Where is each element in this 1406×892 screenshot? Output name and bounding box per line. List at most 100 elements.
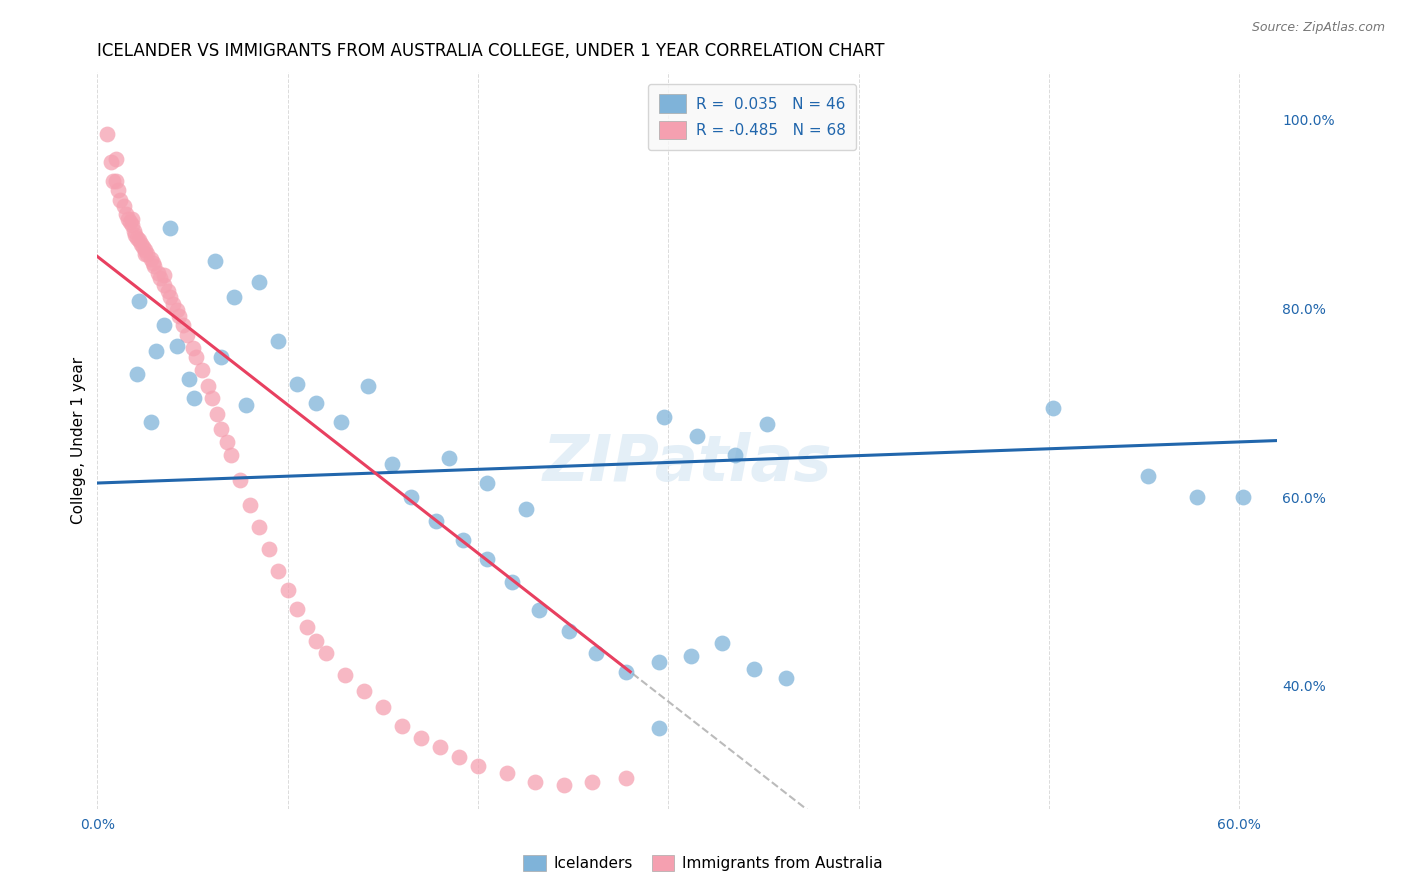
Point bbox=[775, 672, 797, 686]
Point bbox=[148, 266, 170, 280]
Point bbox=[515, 501, 537, 516]
Point bbox=[477, 476, 499, 491]
Point bbox=[381, 457, 404, 471]
Point bbox=[553, 778, 575, 792]
Point bbox=[177, 372, 200, 386]
Point bbox=[451, 533, 474, 547]
Point bbox=[616, 665, 638, 679]
Point bbox=[127, 368, 149, 382]
Point bbox=[353, 683, 375, 698]
Point bbox=[558, 624, 581, 639]
Point bbox=[153, 277, 176, 292]
Point bbox=[1232, 490, 1254, 504]
Point bbox=[495, 765, 517, 780]
Point bbox=[200, 391, 222, 405]
Point bbox=[122, 224, 145, 238]
Point bbox=[139, 252, 162, 267]
Point bbox=[127, 230, 149, 244]
Point bbox=[654, 409, 676, 424]
Point bbox=[209, 351, 232, 365]
Point bbox=[153, 268, 176, 283]
Point bbox=[143, 259, 166, 273]
Point bbox=[186, 351, 208, 365]
Point bbox=[467, 759, 489, 773]
Point bbox=[128, 234, 150, 248]
Point bbox=[108, 193, 131, 207]
Point bbox=[215, 435, 238, 450]
Point bbox=[134, 243, 156, 257]
Point bbox=[115, 207, 138, 221]
Point bbox=[429, 740, 451, 755]
Point bbox=[145, 343, 167, 358]
Point bbox=[710, 636, 733, 650]
Point bbox=[648, 722, 671, 736]
Point bbox=[132, 240, 155, 254]
Point bbox=[121, 211, 143, 226]
Point bbox=[135, 246, 157, 260]
Text: ICELANDER VS IMMIGRANTS FROM AUSTRALIA COLLEGE, UNDER 1 YEAR CORRELATION CHART: ICELANDER VS IMMIGRANTS FROM AUSTRALIA C… bbox=[97, 42, 884, 60]
Point bbox=[1042, 401, 1064, 415]
Point bbox=[112, 199, 135, 213]
Point bbox=[105, 153, 128, 167]
Point bbox=[447, 749, 470, 764]
Point bbox=[209, 422, 232, 436]
Point bbox=[128, 293, 150, 308]
Point bbox=[277, 582, 299, 597]
Point bbox=[153, 318, 176, 333]
Point bbox=[585, 646, 607, 660]
Point bbox=[742, 662, 765, 676]
Point bbox=[527, 603, 550, 617]
Point bbox=[117, 211, 139, 226]
Point bbox=[401, 490, 423, 504]
Point bbox=[356, 379, 378, 393]
Point bbox=[159, 221, 181, 235]
Point bbox=[118, 214, 141, 228]
Point bbox=[409, 731, 432, 745]
Point bbox=[162, 296, 184, 310]
Point bbox=[139, 415, 162, 429]
Point bbox=[219, 448, 242, 462]
Text: Source: ZipAtlas.com: Source: ZipAtlas.com bbox=[1251, 21, 1385, 34]
Point bbox=[681, 648, 703, 663]
Point bbox=[329, 415, 352, 429]
Point bbox=[524, 775, 547, 789]
Point bbox=[105, 174, 128, 188]
Point bbox=[247, 275, 270, 289]
Point bbox=[616, 772, 638, 786]
Point bbox=[166, 339, 188, 353]
Point bbox=[305, 633, 328, 648]
Point bbox=[648, 656, 671, 670]
Point bbox=[124, 227, 146, 242]
Point bbox=[167, 309, 190, 323]
Point bbox=[141, 256, 163, 270]
Point bbox=[207, 407, 229, 421]
Point bbox=[191, 363, 214, 377]
Point bbox=[96, 127, 118, 141]
Point bbox=[425, 514, 447, 528]
Point bbox=[224, 290, 246, 304]
Point bbox=[477, 551, 499, 566]
Point bbox=[166, 303, 188, 318]
Point bbox=[257, 542, 280, 557]
Point bbox=[129, 237, 152, 252]
Point bbox=[247, 520, 270, 534]
Point bbox=[181, 341, 204, 355]
Point bbox=[439, 450, 461, 465]
Point bbox=[285, 601, 308, 615]
Point bbox=[391, 718, 413, 732]
Point bbox=[229, 473, 252, 487]
Point bbox=[371, 699, 394, 714]
Point bbox=[305, 396, 328, 410]
Point bbox=[239, 498, 262, 512]
Point bbox=[285, 376, 308, 391]
Point bbox=[100, 155, 122, 169]
Point bbox=[333, 667, 356, 681]
Point bbox=[134, 246, 156, 260]
Point bbox=[172, 318, 194, 333]
Point bbox=[204, 254, 226, 268]
Point bbox=[101, 174, 124, 188]
Point bbox=[183, 391, 205, 405]
Point bbox=[159, 290, 181, 304]
Point bbox=[197, 379, 219, 393]
Point bbox=[267, 564, 290, 578]
